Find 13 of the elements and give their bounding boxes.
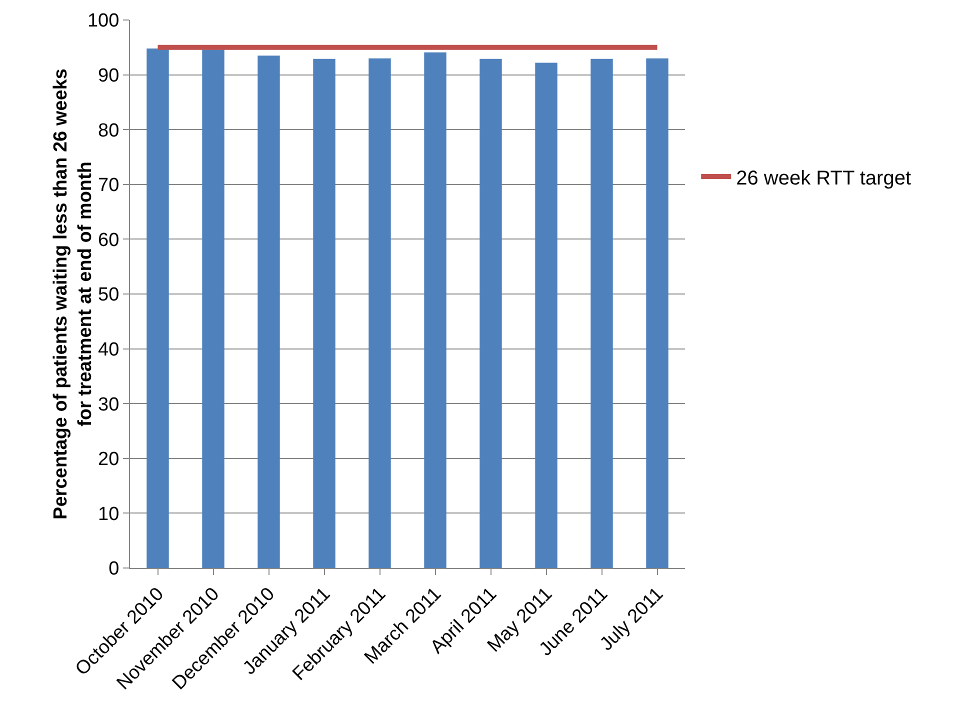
legend-label: 26 week RTT target: [736, 167, 912, 190]
y-tick-label: 60: [98, 230, 120, 251]
y-tick-label: 0: [108, 558, 120, 580]
y-tick-label: 40: [98, 339, 120, 360]
y-tick-label: 90: [98, 65, 120, 86]
y-axis-title: Percentage of patients waiting less than 26 weeks for treatment at end of month: [50, 68, 96, 520]
y-tick-label: 100: [87, 10, 120, 32]
y-tick-label: 20: [98, 449, 120, 470]
y-tick-label: 70: [98, 175, 120, 196]
y-tick-label: 50: [98, 284, 120, 306]
y-tick-label: 80: [98, 120, 120, 142]
y-tick-label: 30: [98, 394, 120, 416]
y-tick-label: 10: [98, 504, 120, 525]
